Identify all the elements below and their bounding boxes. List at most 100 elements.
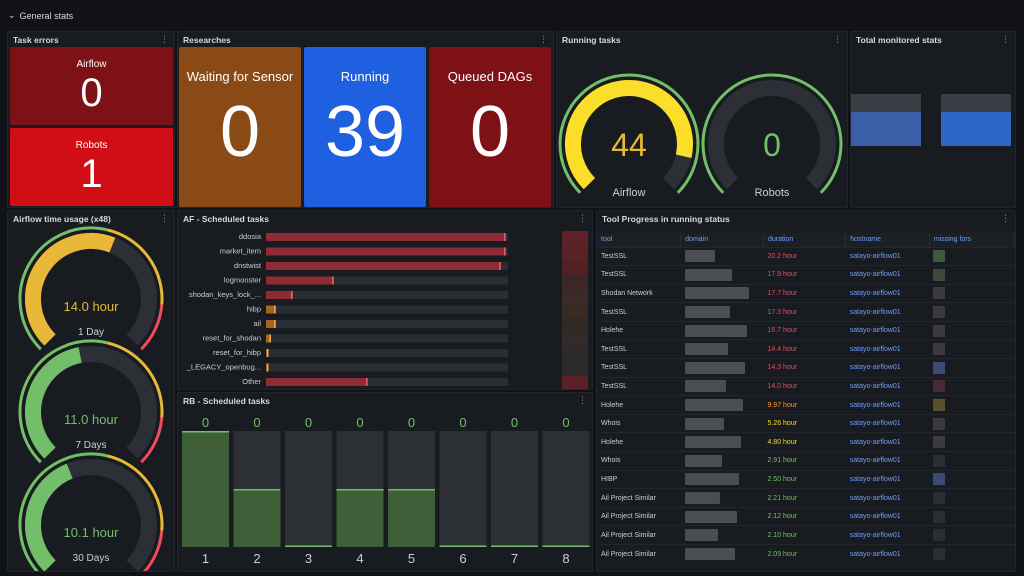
table-row[interactable]: TestSSL 14.4 hour satayo-airflow01 [597, 339, 1015, 359]
cell-tool: Ail Project Similar [597, 488, 681, 508]
bar-fill[interactable] [266, 320, 276, 328]
redacted-block [933, 417, 946, 430]
cell-duration: 4.80 hour [763, 432, 846, 452]
cell-missing-fors [929, 469, 1015, 489]
redacted-block [933, 492, 946, 505]
stat-robots[interactable]: Robots 1 [10, 128, 173, 206]
stat-value: 0 [469, 92, 511, 172]
cell-hostname: satayo-airflow01 [845, 302, 930, 322]
redacted-block [933, 324, 946, 337]
redacted-block [933, 399, 946, 412]
cell-missing-fors [929, 339, 1015, 359]
panel-menu-icon[interactable]: ⋮ [160, 34, 169, 44]
bar-fill[interactable] [266, 247, 506, 256]
stat-label: Robots [75, 140, 108, 151]
bar-fill[interactable] [266, 276, 334, 285]
stat-waiting-for-sensor[interactable]: Waiting for Sensor 0 [179, 47, 301, 207]
panel-menu-icon[interactable]: ⋮ [160, 213, 169, 223]
panel-menu-icon[interactable]: ⋮ [833, 34, 842, 44]
stat-running[interactable]: Running 39 [304, 47, 426, 207]
stat-airflow[interactable]: Airflow 0 [10, 47, 173, 125]
heatmap-cell [562, 231, 588, 246]
bar-fill[interactable] [182, 431, 229, 547]
time-gauge-1 [18, 339, 164, 464]
bar-fill[interactable] [266, 262, 501, 270]
bar-axis-label: 5 [408, 551, 415, 566]
bar-fill[interactable] [266, 378, 368, 386]
table-row[interactable]: TestSSL 17.3 hour satayo-airflow01 [597, 302, 1015, 322]
rb-scheduled-bars: 0 1 0 2 0 3 0 4 0 5 0 6 0 7 0 8 [182, 415, 590, 566]
bar-top-line [182, 431, 229, 433]
panel-menu-icon[interactable]: ⋮ [578, 213, 587, 223]
table-row[interactable]: TestSSL 14.3 hour satayo-airflow01 [597, 358, 1015, 378]
stat-queued-dags[interactable]: Queued DAGs 0 [429, 47, 551, 207]
table-row[interactable]: Ail Project Similar 2.21 hour satayo-airfl… [597, 488, 1015, 508]
bar-value: 0 [202, 415, 209, 430]
cell-hostname: satayo-airflow01 [845, 488, 930, 508]
cell-domain [680, 525, 764, 545]
heatmap-cell [562, 303, 588, 318]
gauge-fill [25, 463, 73, 571]
table-row[interactable]: Ail Project Similar 2.10 hour satayo-airfl… [597, 525, 1015, 545]
panel-menu-icon[interactable]: ⋮ [539, 34, 548, 44]
cell-duration: 2.09 hour [763, 544, 846, 564]
cell-domain [680, 432, 764, 452]
bar-value: 0 [459, 415, 466, 430]
table-row[interactable]: Ail Project Similar 2.12 hour satayo-airfl… [597, 506, 1015, 526]
cell-duration: 16.7 hour [763, 320, 846, 340]
table-row[interactable]: TestSSL 14.0 hour satayo-airflow01 [597, 376, 1015, 396]
redacted-block [684, 399, 743, 412]
table-row[interactable]: HIBP 2.50 hour satayo-airflow01 [597, 469, 1015, 489]
af-scheduled-bars: ddosia market_item dnstwist logmonster shoda… [186, 231, 588, 389]
heatmap-cell [562, 260, 588, 275]
column-header-duration[interactable]: duration [763, 233, 847, 247]
column-header-hostname[interactable]: hostname [845, 233, 930, 247]
bar-value: 0 [356, 415, 363, 430]
table-row[interactable]: Holehe 16.7 hour satayo-airflow01 [597, 320, 1015, 340]
bar-top-line [542, 545, 590, 547]
bar-fill[interactable] [266, 334, 271, 343]
cell-domain [680, 376, 764, 396]
table-row[interactable]: Whois 5.26 hour satayo-airflow01 [597, 413, 1015, 433]
section-title: General stats [19, 10, 74, 21]
panel-menu-icon[interactable]: ⋮ [578, 395, 587, 405]
section-header[interactable]: ⌄ General stats [8, 10, 73, 21]
bar-fill[interactable] [336, 489, 384, 547]
column-header-tool[interactable]: tool [597, 233, 682, 247]
column-header-missing-fors[interactable]: missing fors [929, 233, 1015, 247]
cell-missing-fors [929, 544, 1015, 564]
panel-title: Researches [183, 35, 231, 45]
cell-hostname: satayo-airflow01 [845, 413, 930, 433]
redacted-block [933, 548, 946, 561]
bar-fill[interactable] [266, 233, 506, 241]
panel-menu-icon[interactable]: ⋮ [1001, 213, 1010, 223]
cell-missing-fors [929, 358, 1015, 378]
table-row[interactable]: TestSSL 20.2 hour satayo-airflow01 [597, 246, 1015, 266]
cell-duration: 2.10 hour [763, 525, 846, 545]
stat-label: Waiting for Sensor [186, 69, 294, 84]
gauge-fill [565, 80, 693, 190]
table-row[interactable]: Holehe 4.80 hour satayo-airflow01 [597, 432, 1015, 452]
table-row[interactable]: Shodan Network 17.7 hour satayo-airflow01 [597, 283, 1015, 303]
gauge-value: 10.1 hour [64, 525, 120, 540]
table-row[interactable]: Holehe 9.97 hour satayo-airflow01 [597, 395, 1015, 415]
cell-missing-fors [929, 246, 1015, 266]
bar-fill[interactable] [266, 305, 276, 314]
bar-fill[interactable] [388, 489, 435, 547]
panel-title: Airflow time usage (x48) [13, 214, 111, 224]
bar-track [266, 378, 508, 386]
bar-track [439, 431, 487, 547]
redacted-block [684, 306, 730, 319]
column-header-domain[interactable]: domain [680, 233, 764, 247]
bar-fill[interactable] [233, 489, 281, 547]
cell-tool: Shodan Network [597, 283, 681, 303]
cell-hostname: satayo-airflow01 [845, 432, 930, 452]
cell-duration: 14.4 hour [763, 339, 846, 359]
heatmap-cell [562, 318, 588, 333]
table-row[interactable]: TestSSL 17.9 hour satayo-airflow01 [597, 265, 1015, 285]
table-row[interactable]: Whois 2.91 hour satayo-airflow01 [597, 451, 1015, 471]
redacted-block [933, 343, 946, 356]
bar-fill[interactable] [266, 291, 293, 299]
table-row[interactable]: Ail Project Similar 2.09 hour satayo-airfl… [597, 544, 1015, 564]
panel-menu-icon[interactable]: ⋮ [1001, 34, 1010, 44]
